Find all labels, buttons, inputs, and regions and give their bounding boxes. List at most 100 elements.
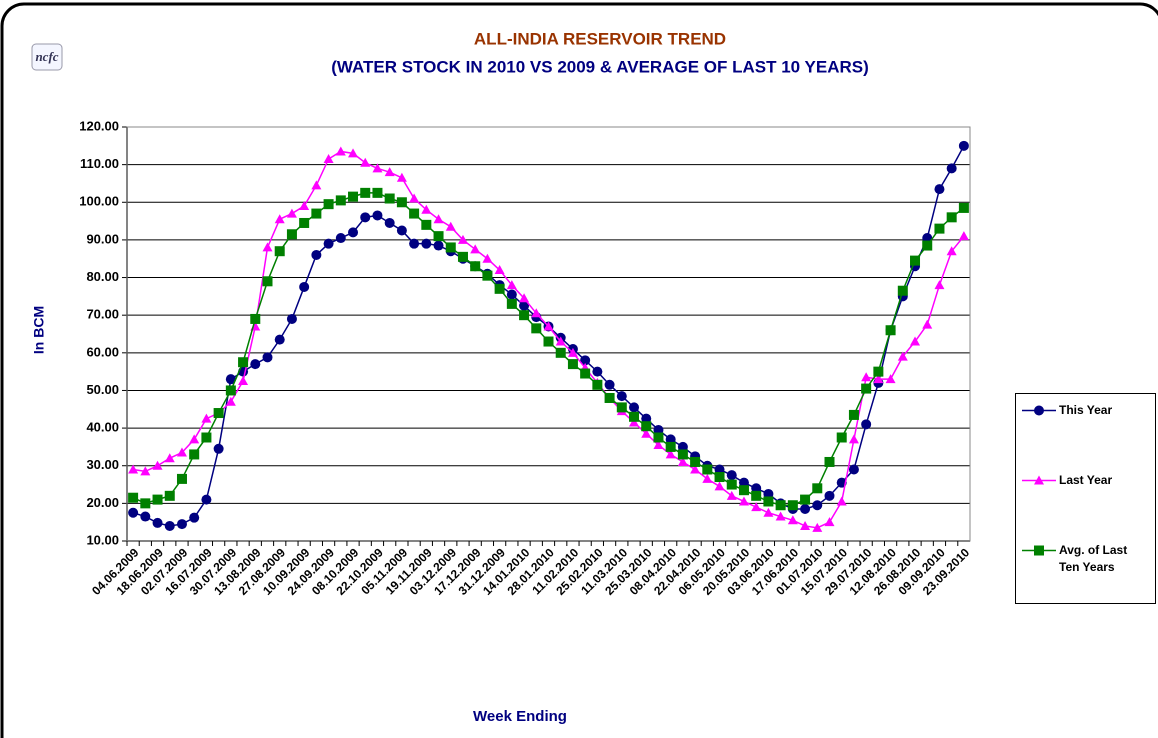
legend-item: Avg. of Last Ten Years — [1022, 542, 1139, 576]
data-point — [751, 502, 762, 512]
data-point — [225, 374, 236, 385]
data-point — [641, 428, 652, 438]
legend-marker — [1034, 545, 1044, 556]
data-point — [164, 520, 175, 531]
data-point — [396, 225, 407, 236]
data-point — [567, 347, 578, 357]
y-tick-label: 40.00 — [86, 420, 119, 435]
data-point — [751, 483, 762, 494]
data-point — [800, 520, 811, 530]
data-point — [543, 321, 554, 331]
data-point — [348, 148, 359, 158]
plot-area — [127, 127, 970, 541]
data-point — [152, 517, 163, 528]
data-point — [751, 490, 762, 501]
data-point — [372, 210, 383, 221]
data-point — [421, 219, 432, 230]
data-point — [616, 402, 627, 413]
data-point — [396, 197, 407, 208]
data-point — [335, 146, 346, 156]
data-point — [738, 485, 749, 496]
data-point — [592, 366, 603, 377]
data-point — [189, 434, 200, 444]
data-point — [506, 298, 517, 309]
data-point — [176, 519, 187, 530]
data-point — [421, 238, 432, 249]
data-point — [128, 464, 139, 474]
legend-label: This Year — [1059, 403, 1113, 417]
legend-swatch — [1022, 545, 1056, 556]
data-point — [677, 456, 688, 466]
data-point — [433, 214, 444, 224]
data-point — [384, 167, 395, 177]
data-point — [873, 366, 884, 377]
data-point — [128, 507, 139, 518]
data-point — [348, 227, 359, 238]
data-point — [897, 351, 908, 361]
data-point — [372, 187, 383, 198]
data-point — [323, 153, 334, 163]
data-point — [604, 379, 615, 390]
y-axis-label: In BCM — [31, 306, 47, 354]
data-point — [152, 460, 163, 470]
data-point — [812, 522, 823, 532]
y-tick-label: 70.00 — [86, 307, 119, 322]
data-point — [738, 496, 749, 506]
data-point — [176, 447, 187, 457]
data-point — [140, 466, 151, 476]
data-point — [629, 411, 640, 422]
legend: This Year Last Year Avg. of Last Ten Years — [1015, 393, 1156, 604]
data-point — [775, 500, 786, 511]
data-point — [348, 191, 359, 202]
x-axis-label: Week Ending — [473, 708, 567, 725]
y-tick-label: 30.00 — [86, 457, 119, 472]
data-point — [457, 234, 468, 244]
data-point — [299, 201, 310, 211]
data-point — [641, 421, 652, 432]
data-point — [604, 392, 615, 403]
data-point — [213, 408, 224, 419]
data-point — [885, 325, 896, 336]
data-point — [555, 347, 566, 358]
legend-item: This Year — [1022, 402, 1139, 419]
data-point — [445, 242, 456, 253]
data-point — [714, 481, 725, 491]
data-point — [848, 409, 859, 420]
data-point — [775, 511, 786, 521]
data-point — [848, 464, 859, 475]
data-point — [360, 157, 371, 167]
data-point — [946, 163, 957, 174]
data-point — [225, 385, 236, 396]
data-point — [714, 472, 725, 483]
data-point — [409, 208, 420, 219]
data-point — [922, 233, 933, 244]
plot-border — [126, 126, 971, 542]
data-point — [372, 163, 383, 173]
data-point — [335, 195, 346, 206]
data-point — [286, 313, 297, 324]
data-point — [629, 402, 640, 413]
data-point — [274, 334, 285, 345]
legend-swatch — [1022, 405, 1056, 416]
data-point — [567, 359, 578, 370]
data-point — [409, 238, 420, 249]
data-point — [885, 374, 896, 384]
data-point — [787, 500, 798, 511]
legend-marker — [1034, 405, 1044, 416]
data-point — [262, 276, 273, 287]
data-point — [286, 208, 297, 218]
data-point — [958, 140, 969, 151]
data-point — [665, 441, 676, 452]
data-point — [922, 240, 933, 251]
data-point — [726, 470, 737, 481]
data-point — [396, 172, 407, 182]
data-point — [262, 352, 273, 363]
logo-box — [31, 43, 63, 71]
data-point — [677, 441, 688, 452]
data-point — [201, 494, 212, 505]
y-tick-label: 50.00 — [86, 382, 119, 397]
data-point — [201, 413, 212, 423]
data-point — [934, 184, 945, 195]
data-point — [519, 300, 530, 311]
data-point — [824, 490, 835, 501]
